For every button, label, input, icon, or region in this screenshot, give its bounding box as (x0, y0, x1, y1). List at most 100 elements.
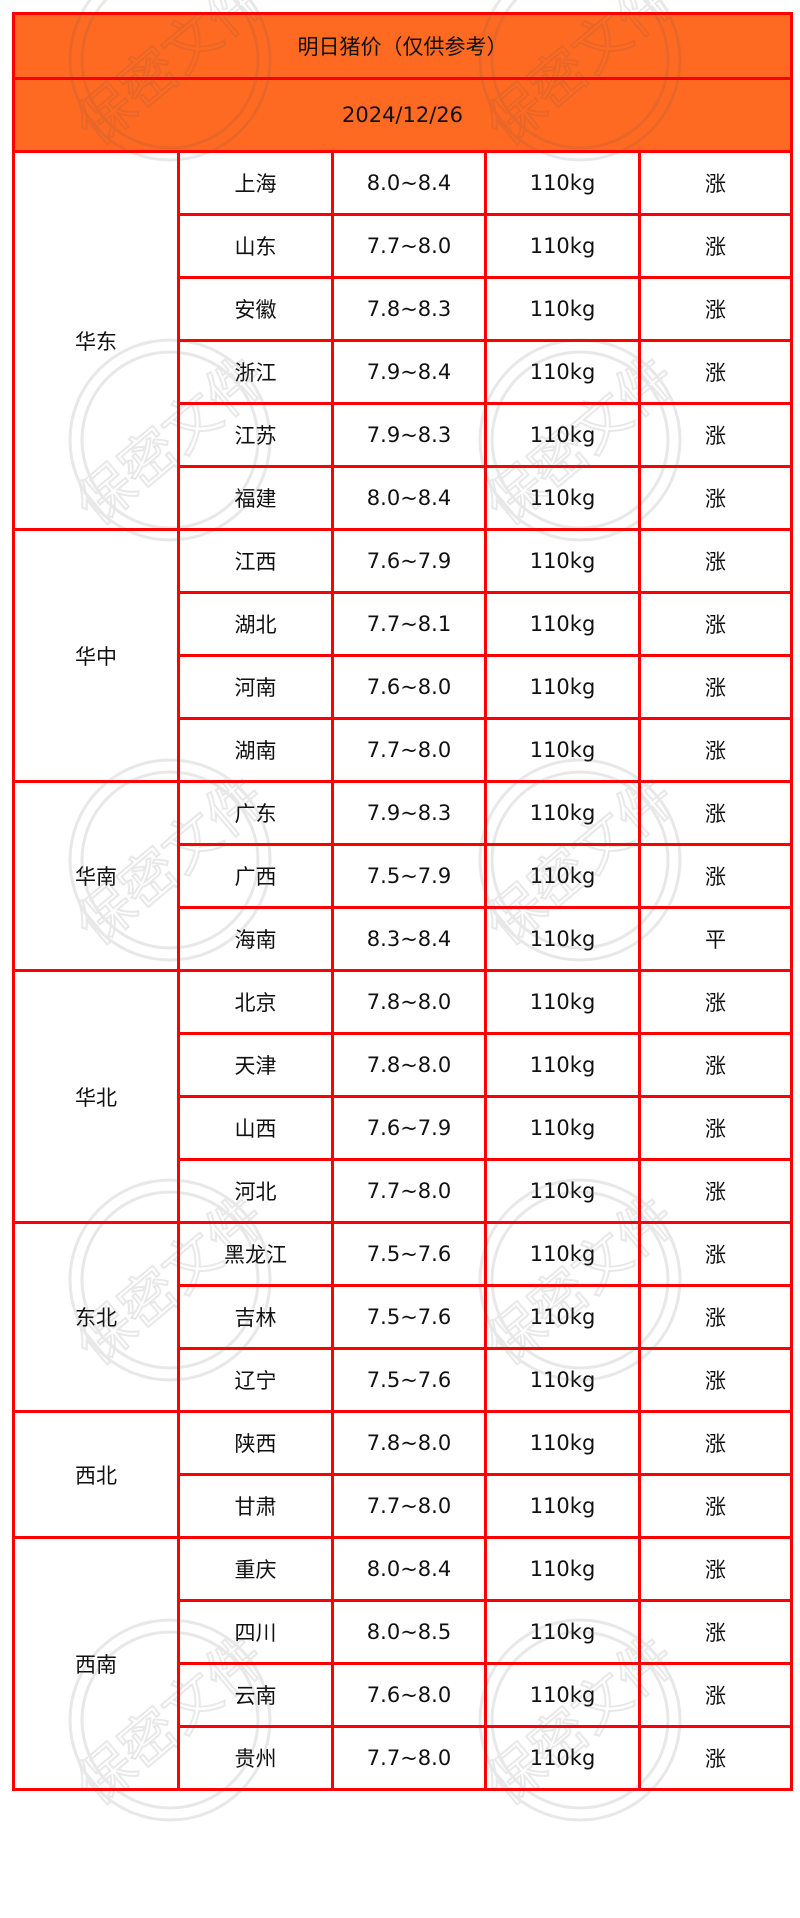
price-cell: 7.5~7.6 (331, 1284, 487, 1350)
weight-cell: 110kg (484, 1536, 641, 1602)
price-cell: 7.7~8.0 (331, 1158, 487, 1224)
trend-cell: 涨 (637, 1158, 794, 1224)
province-cell: 山东 (177, 213, 334, 279)
price-cell: 7.8~8.3 (331, 276, 487, 342)
province-cell: 江西 (177, 528, 334, 594)
region-cell: 华南 (12, 780, 180, 972)
weight-cell: 110kg (484, 1032, 641, 1098)
province-cell: 天津 (177, 1032, 334, 1098)
province-cell: 湖北 (177, 591, 334, 657)
table-row: 河北 7.7~8.0 110kg 涨 (14, 1158, 794, 1224)
price-cell: 7.6~7.9 (331, 1095, 487, 1161)
price-cell: 8.0~8.4 (331, 465, 487, 531)
province-cell: 四川 (177, 1599, 334, 1665)
price-cell: 7.7~8.0 (331, 213, 487, 279)
table-row: 安徽 7.8~8.3 110kg 涨 (14, 276, 794, 342)
province-cell: 浙江 (177, 339, 334, 405)
price-cell: 7.5~7.6 (331, 1347, 487, 1413)
region-cell: 西北 (12, 1410, 180, 1539)
price-cell: 7.8~8.0 (331, 1410, 487, 1476)
trend-cell: 涨 (637, 780, 794, 846)
province-cell: 安徽 (177, 276, 334, 342)
weight-cell: 110kg (484, 1221, 641, 1287)
trend-cell: 涨 (637, 150, 794, 216)
table-date: 2024/12/26 (11, 77, 794, 153)
price-cell: 7.5~7.6 (331, 1221, 487, 1287)
table-row: 东北 黑龙江 7.5~7.6 110kg 涨 (12, 1221, 794, 1413)
table-title: 明日猪价（仅供参考） (11, 12, 794, 80)
province-cell: 河北 (177, 1158, 334, 1224)
weight-cell: 110kg (484, 339, 641, 405)
table-row: 浙江 7.9~8.4 110kg 涨 (14, 339, 794, 405)
price-cell: 7.9~8.3 (331, 402, 487, 468)
province-cell: 吉林 (177, 1284, 334, 1350)
region-cell: 西南 (12, 1536, 180, 1791)
trend-cell: 涨 (637, 213, 794, 279)
trend-cell: 涨 (637, 1095, 794, 1161)
province-cell: 北京 (177, 969, 334, 1035)
region-cell: 华中 (12, 528, 180, 783)
trend-cell: 涨 (637, 843, 794, 909)
province-cell: 广东 (177, 780, 334, 846)
table-row: 山西 7.6~7.9 110kg 涨 (14, 1095, 794, 1161)
province-cell: 甘肃 (177, 1473, 334, 1539)
trend-cell: 涨 (637, 528, 794, 594)
weight-cell: 110kg (484, 969, 641, 1035)
weight-cell: 110kg (484, 213, 641, 279)
weight-cell: 110kg (484, 1284, 641, 1350)
province-cell: 山西 (177, 1095, 334, 1161)
province-cell: 海南 (177, 906, 334, 972)
trend-cell: 涨 (637, 1599, 794, 1665)
province-cell: 辽宁 (177, 1347, 334, 1413)
weight-cell: 110kg (484, 150, 641, 216)
province-cell: 贵州 (177, 1725, 334, 1791)
weight-cell: 110kg (484, 1095, 641, 1161)
title-row: 明日猪价（仅供参考） (11, 12, 794, 80)
table-row: 华中 江西 7.6~7.9 110kg 涨 (12, 528, 794, 783)
weight-cell: 110kg (484, 276, 641, 342)
weight-cell: 110kg (484, 906, 641, 972)
weight-cell: 110kg (484, 1158, 641, 1224)
weight-cell: 110kg (484, 843, 641, 909)
trend-cell: 涨 (637, 591, 794, 657)
price-cell: 7.6~7.9 (331, 528, 487, 594)
table-row: 江苏 7.9~8.3 110kg 涨 (14, 402, 794, 468)
weight-cell: 110kg (484, 402, 641, 468)
table-row: 四川 8.0~8.5 110kg 涨 (14, 1599, 794, 1665)
trend-cell: 涨 (637, 1032, 794, 1098)
weight-cell: 110kg (484, 654, 641, 720)
price-cell: 7.7~8.0 (331, 717, 487, 783)
table-row: 广西 7.5~7.9 110kg 涨 (14, 843, 794, 909)
province-cell: 广西 (177, 843, 334, 909)
pig-price-table: 明日猪价（仅供参考） 2024/12/26 华东 上海 8.0~8.4 110kg 涨山… (11, 12, 794, 1791)
price-cell: 7.8~8.0 (331, 969, 487, 1035)
table-row: 西北 陕西 7.8~8.0 110kg 涨 (12, 1410, 794, 1539)
weight-cell: 110kg (484, 1410, 641, 1476)
trend-cell: 涨 (637, 1221, 794, 1287)
table-row: 河南 7.6~8.0 110kg 涨 (14, 654, 794, 720)
weight-cell: 110kg (484, 1599, 641, 1665)
region-cell: 华北 (12, 969, 180, 1224)
price-cell: 7.9~8.4 (331, 339, 487, 405)
trend-cell: 涨 (637, 969, 794, 1035)
province-cell: 福建 (177, 465, 334, 531)
trend-cell: 涨 (637, 402, 794, 468)
price-cell: 7.6~8.0 (331, 654, 487, 720)
weight-cell: 110kg (484, 1725, 641, 1791)
weight-cell: 110kg (484, 465, 641, 531)
price-cell: 7.9~8.3 (331, 780, 487, 846)
trend-cell: 涨 (637, 1473, 794, 1539)
province-cell: 江苏 (177, 402, 334, 468)
trend-cell: 涨 (637, 1284, 794, 1350)
weight-cell: 110kg (484, 1473, 641, 1539)
price-cell: 7.7~8.0 (331, 1725, 487, 1791)
table-row: 贵州 7.7~8.0 110kg 涨 (14, 1725, 794, 1791)
region-cell: 华东 (12, 150, 180, 531)
table-row: 云南 7.6~8.0 110kg 涨 (14, 1662, 794, 1728)
table-row: 吉林 7.5~7.6 110kg 涨 (14, 1284, 794, 1350)
table-row: 华北 北京 7.8~8.0 110kg 涨 (12, 969, 794, 1224)
weight-cell: 110kg (484, 1662, 641, 1728)
trend-cell: 平 (637, 906, 794, 972)
table-row: 甘肃 7.7~8.0 110kg 涨 (14, 1473, 794, 1539)
trend-cell: 涨 (637, 717, 794, 783)
